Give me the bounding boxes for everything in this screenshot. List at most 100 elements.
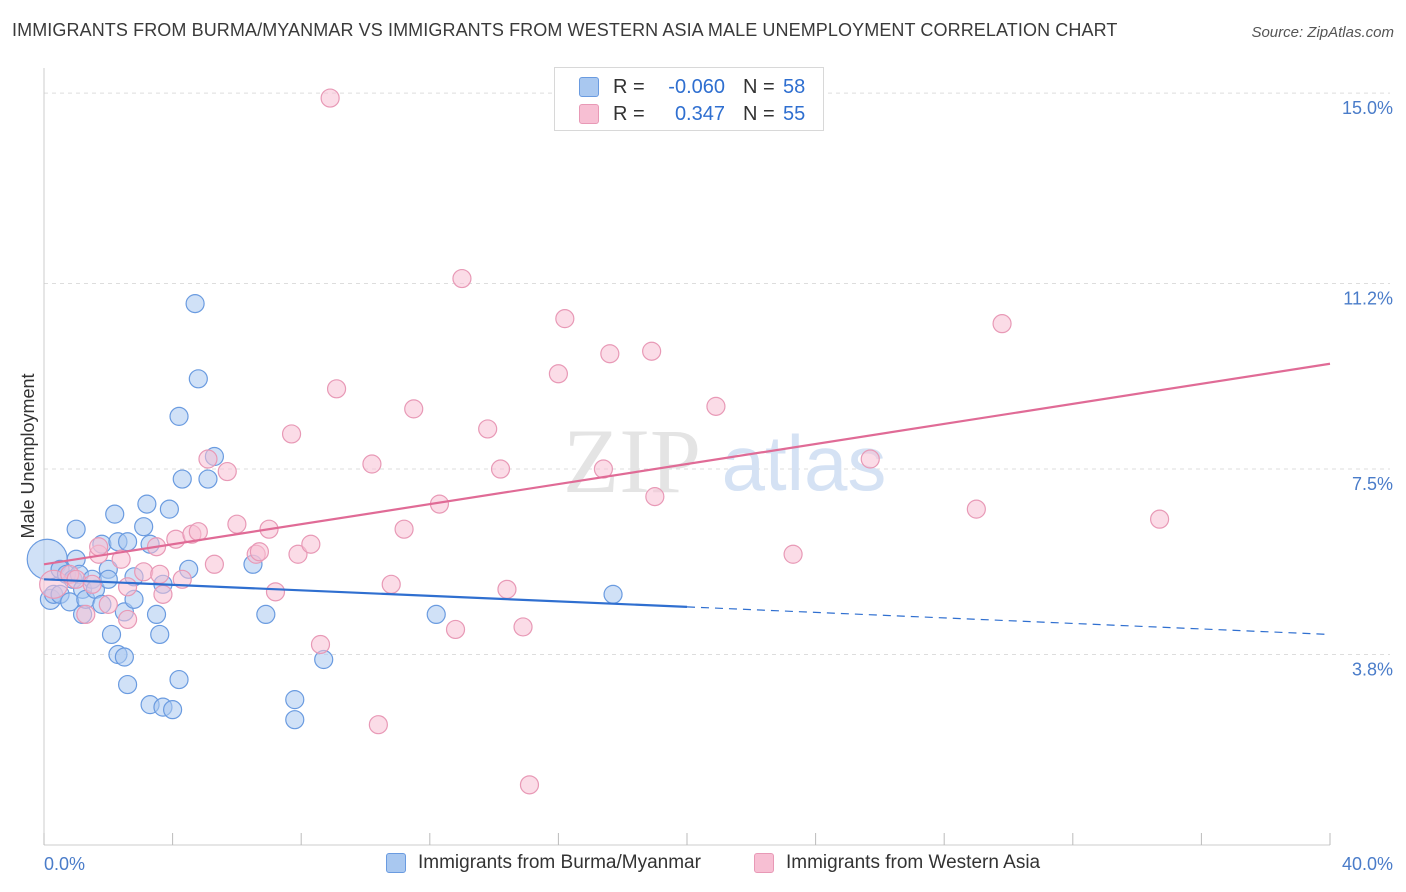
- point-blue: [66, 519, 86, 539]
- point-pink: [394, 519, 414, 539]
- point-blue: [188, 369, 208, 389]
- point-pink: [227, 514, 247, 534]
- point-blue: [105, 504, 125, 524]
- series-swatch-blue: [386, 853, 406, 873]
- y-tick-label: 7.5%: [1352, 474, 1393, 494]
- point-pink: [66, 569, 86, 589]
- legend-n-value: 58: [783, 75, 806, 98]
- point-pink: [117, 609, 138, 630]
- point-pink: [265, 582, 286, 602]
- point-pink: [288, 544, 308, 564]
- point-pink: [150, 564, 170, 584]
- legend-n-label: N =: [743, 75, 775, 98]
- point-blue: [172, 469, 192, 489]
- point-pink: [452, 268, 472, 289]
- trend-extension-blue: [686, 606, 1331, 636]
- x-tick-label-max: 40.0%: [1342, 854, 1393, 874]
- point-pink: [310, 634, 331, 655]
- x-tick-label-min: 0.0%: [44, 854, 85, 874]
- point-blue: [163, 700, 183, 720]
- point-pink: [860, 449, 880, 469]
- point-pink: [497, 579, 517, 599]
- y-tick-label: 11.2%: [1343, 289, 1393, 309]
- point-pink: [362, 454, 382, 474]
- point-pink: [153, 584, 173, 604]
- trend-line-pink: [43, 362, 1331, 566]
- point-blue: [169, 669, 189, 690]
- point-pink: [76, 604, 96, 625]
- point-pink: [555, 309, 575, 329]
- point-blue: [169, 406, 189, 426]
- point-pink: [706, 396, 726, 416]
- point-blue: [426, 604, 446, 625]
- legend-row-blue: R = -0.060 N = 58: [579, 74, 805, 100]
- legend-n-value: 55: [783, 102, 806, 125]
- axis-labels: 3.8% 7.5% 11.2% 15.0% 0.0% 40.0% Male Unemploy…: [18, 98, 1393, 874]
- point-blue: [146, 604, 167, 625]
- legend-row-pink: R = 0.347 N = 55: [579, 101, 805, 127]
- point-pink: [188, 522, 208, 542]
- point-blue: [117, 674, 138, 695]
- point-pink: [326, 379, 347, 399]
- point-pink: [445, 619, 466, 640]
- point-pink: [600, 344, 620, 364]
- point-pink: [381, 574, 401, 594]
- point-pink: [134, 562, 154, 582]
- point-blue: [114, 647, 134, 667]
- point-blue: [137, 494, 157, 514]
- legend-n-label: N =: [743, 102, 775, 125]
- point-pink: [368, 715, 388, 735]
- watermark-zip: ZIP: [563, 410, 701, 512]
- chart-title: IMMIGRANTS FROM BURMA/MYANMAR VS IMMIGRA…: [12, 20, 1118, 40]
- point-blue: [101, 624, 122, 645]
- point-pink: [320, 88, 340, 108]
- point-blue: [117, 532, 138, 552]
- point-blue: [285, 710, 305, 730]
- point-blue: [256, 604, 276, 625]
- y-axis-label: Male Unemployment: [18, 373, 38, 538]
- data-points: [26, 88, 1170, 795]
- trend-lines: [43, 362, 1331, 636]
- point-blue: [285, 690, 305, 710]
- point-pink: [111, 549, 131, 569]
- point-pink: [478, 419, 498, 439]
- point-pink: [89, 537, 109, 557]
- legend-swatch-blue: [579, 77, 599, 97]
- point-pink: [82, 574, 102, 594]
- legend-r-label: R =: [613, 75, 645, 98]
- point-pink: [117, 577, 138, 597]
- point-pink: [490, 459, 511, 479]
- point-pink: [204, 554, 224, 574]
- point-blue: [159, 499, 179, 519]
- point-pink: [249, 542, 270, 562]
- series-name-pink: Immigrants from Western Asia: [786, 852, 1041, 873]
- series-swatch-pink: [754, 853, 774, 873]
- grid-lines: [44, 92, 1390, 656]
- point-blue: [603, 584, 623, 604]
- series-legend-blue: Immigrants from Burma/Myanmar: [386, 852, 701, 874]
- source-label: Source: ZipAtlas.com: [1251, 24, 1394, 41]
- axes: [43, 68, 1331, 846]
- point-pink: [281, 424, 302, 444]
- correlation-legend: R = -0.060 N = 58 R = 0.347 N = 55: [554, 67, 824, 131]
- y-tick-label: 15.0%: [1342, 98, 1393, 118]
- legend-r-label: R =: [613, 102, 645, 125]
- point-pink: [404, 399, 424, 419]
- point-pink: [966, 499, 986, 519]
- point-pink: [519, 775, 540, 795]
- point-blue: [198, 469, 218, 489]
- point-pink: [98, 594, 118, 614]
- point-pink: [301, 534, 321, 554]
- point-pink: [1150, 509, 1170, 529]
- legend-r-value: -0.060: [668, 75, 725, 98]
- legend-r-value: 0.347: [674, 102, 725, 125]
- point-pink: [217, 461, 237, 482]
- y-tick-label: 3.8%: [1352, 660, 1393, 680]
- point-pink: [172, 569, 192, 589]
- point-blue: [185, 294, 205, 314]
- point-pink: [513, 617, 533, 637]
- point-pink: [992, 314, 1012, 334]
- point-pink: [645, 487, 665, 507]
- point-blue: [134, 517, 154, 537]
